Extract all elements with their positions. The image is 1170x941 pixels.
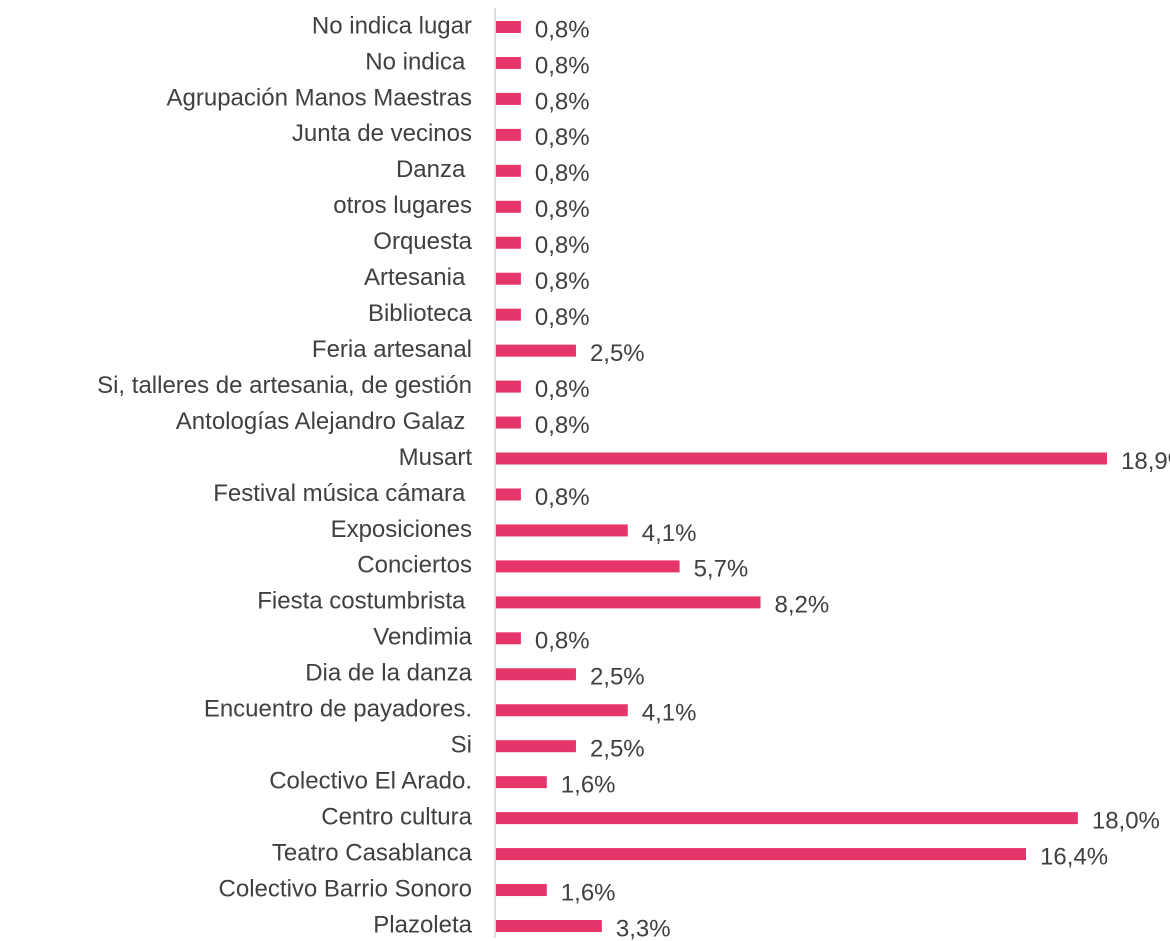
bar — [496, 164, 521, 177]
value-label: 2,5% — [590, 664, 645, 691]
category-label: Feria artesanal — [312, 336, 472, 363]
bar — [496, 380, 521, 393]
bar — [496, 56, 521, 69]
bar — [496, 704, 628, 717]
category-label: No indica lugar — [312, 12, 472, 39]
bar — [496, 416, 521, 429]
value-label: 0,8% — [535, 232, 590, 259]
bar — [496, 452, 1107, 465]
value-label: 0,8% — [535, 16, 590, 43]
bar — [496, 272, 521, 285]
bar — [496, 344, 576, 357]
bar — [496, 128, 521, 141]
category-label: Exposiciones — [331, 516, 472, 543]
value-label: 0,8% — [535, 412, 590, 439]
value-label: 0,8% — [535, 124, 590, 151]
value-label: 0,8% — [535, 304, 590, 331]
value-label: 0,8% — [535, 268, 590, 295]
value-label: 0,8% — [535, 484, 590, 511]
category-label: Vendimia — [373, 624, 472, 651]
bar — [496, 668, 576, 681]
category-label: Si, talleres de artesania, de gestión — [97, 372, 472, 399]
value-label: 1,6% — [561, 772, 616, 799]
category-label: Musart — [399, 444, 473, 471]
value-label: 0,8% — [535, 628, 590, 655]
category-label: Conciertos — [357, 552, 472, 579]
value-label: 2,5% — [590, 340, 645, 367]
value-label: 3,3% — [616, 915, 671, 941]
value-label: 0,8% — [535, 88, 590, 115]
category-label: Centro cultura — [321, 803, 472, 830]
value-label: 18,0% — [1092, 807, 1160, 834]
bar — [496, 776, 547, 789]
category-label: Plazoleta — [373, 911, 472, 938]
value-label: 2,5% — [590, 736, 645, 763]
category-label: Colectivo El Arado. — [269, 768, 472, 795]
value-label: 8,2% — [775, 592, 830, 619]
category-label: No indica — [365, 48, 472, 75]
value-label: 1,6% — [561, 879, 616, 906]
category-label: otros lugares — [333, 192, 472, 219]
bar — [496, 812, 1078, 825]
bar — [496, 884, 547, 897]
bar — [496, 524, 628, 537]
bar — [496, 200, 521, 213]
category-label: Fiesta costumbrista — [257, 588, 472, 615]
value-label: 4,1% — [642, 520, 697, 547]
category-label: Si — [451, 732, 472, 759]
category-label: Orquesta — [373, 228, 472, 255]
bar — [496, 308, 521, 321]
bar — [496, 848, 1027, 861]
value-label: 16,4% — [1040, 843, 1108, 870]
category-label: Agrupación Manos Maestras — [167, 84, 472, 111]
value-label: 0,8% — [535, 160, 590, 187]
bar — [496, 92, 521, 105]
bar — [496, 488, 521, 501]
category-label: Danza — [396, 156, 472, 183]
category-label: Colectivo Barrio Sonoro — [219, 875, 472, 902]
category-label: Dia de la danza — [305, 660, 472, 687]
category-label: Artesania — [364, 264, 472, 291]
category-label: Junta de vecinos — [292, 120, 472, 147]
bar — [496, 560, 680, 573]
bar — [496, 740, 576, 753]
category-label: Antologías Alejandro Galaz — [176, 408, 472, 435]
category-label: Biblioteca — [368, 300, 473, 327]
value-label: 0,8% — [535, 52, 590, 79]
category-label: Festival música cámara — [213, 480, 472, 507]
bar — [496, 596, 761, 609]
category-label: Teatro Casablanca — [272, 839, 473, 866]
bar — [496, 632, 521, 645]
bar — [496, 236, 521, 249]
value-label: 0,8% — [535, 196, 590, 223]
category-label: Encuentro de payadores. — [204, 696, 472, 723]
bar — [496, 21, 521, 33]
value-label: 5,7% — [694, 556, 749, 583]
bar — [496, 920, 602, 932]
value-label: 0,8% — [535, 376, 590, 403]
value-label: 18,9% — [1121, 448, 1170, 475]
value-label: 4,1% — [642, 700, 697, 727]
